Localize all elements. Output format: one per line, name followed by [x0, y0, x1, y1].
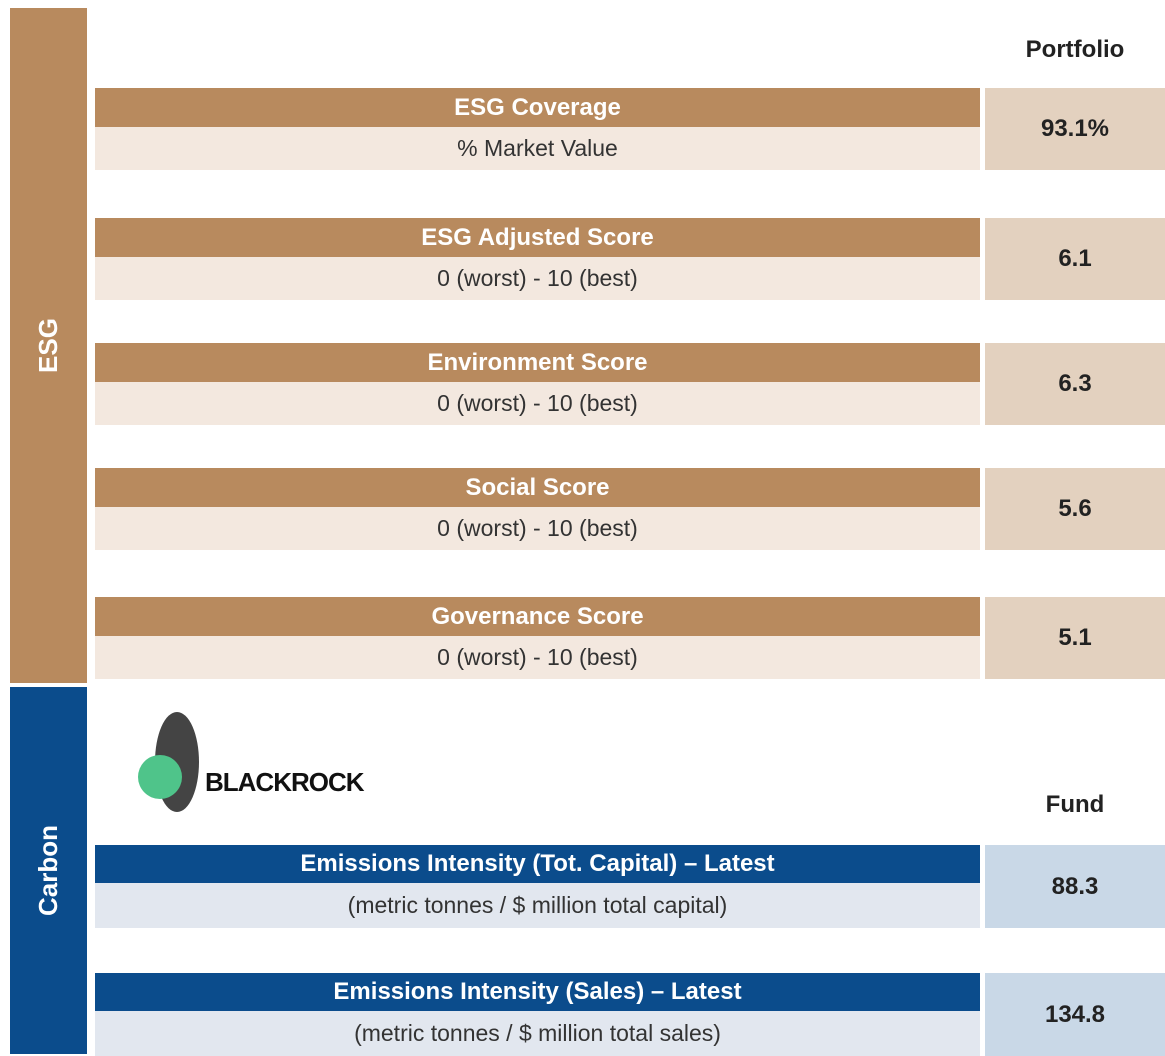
row-title: Emissions Intensity (Sales) – Latest — [95, 973, 980, 1011]
row-value: 5.1 — [985, 597, 1165, 679]
column-header: Fund — [990, 783, 1160, 827]
row-title-text: ESG Coverage — [454, 93, 621, 121]
logo-text: BLACKROCK — [205, 766, 365, 797]
logo: BLACKROCK — [135, 697, 365, 857]
row-value-text: 5.6 — [1058, 495, 1092, 522]
column-header: Portfolio — [990, 28, 1160, 72]
column-header-text: Fund — [1045, 791, 1105, 818]
section-label-text: Carbon — [33, 825, 63, 916]
row-subtitle: 0 (worst) - 10 (best) — [95, 636, 980, 679]
row-subtitle-text: 0 (worst) - 10 (best) — [437, 265, 638, 291]
row-value: 5.6 — [985, 468, 1165, 550]
row-title-text: Social Score — [465, 473, 610, 501]
row-subtitle: % Market Value — [95, 127, 980, 170]
row-value: 134.8 — [985, 973, 1165, 1056]
row-title: Governance Score — [95, 597, 980, 636]
globe — [138, 755, 182, 799]
row-title: Social Score — [95, 468, 980, 507]
row-subtitle-text: (metric tonnes / $ million total capital… — [347, 892, 728, 918]
row-title-text: ESG Adjusted Score — [421, 223, 654, 251]
row-subtitle: 0 (worst) - 10 (best) — [95, 507, 980, 550]
row-subtitle-text: % Market Value — [457, 135, 618, 161]
row-value-text: 6.1 — [1058, 245, 1092, 272]
row-subtitle: (metric tonnes / $ million total capital… — [95, 883, 980, 928]
row-title-text: Emissions Intensity (Tot. Capital) – Lat… — [300, 850, 775, 877]
row-subtitle: 0 (worst) - 10 (best) — [95, 382, 980, 425]
column-header-text: Portfolio — [1025, 36, 1125, 63]
row-value: 6.1 — [985, 218, 1165, 300]
row-value-text: 134.8 — [1044, 1000, 1106, 1028]
row-value: 6.3 — [985, 343, 1165, 425]
row-title-text: Governance Score — [431, 602, 644, 630]
row-value: 88.3 — [985, 845, 1165, 928]
section-label: ESG — [10, 8, 87, 683]
row-subtitle-text: (metric tonnes / $ million total sales) — [354, 1020, 721, 1046]
row-subtitle-text: 0 (worst) - 10 (best) — [437, 515, 638, 541]
section-label-text: ESG — [32, 318, 63, 373]
row-title: ESG Adjusted Score — [95, 218, 980, 257]
row-title: Environment Score — [95, 343, 980, 382]
row-subtitle: (metric tonnes / $ million total sales) — [95, 1011, 980, 1056]
row-title-text: Emissions Intensity (Sales) – Latest — [333, 978, 742, 1005]
row-value: 93.1% — [985, 88, 1165, 170]
row-title-text: Environment Score — [427, 348, 648, 376]
row-value-text: 5.1 — [1058, 624, 1092, 651]
row-subtitle: 0 (worst) - 10 (best) — [95, 257, 980, 300]
row-title: Emissions Intensity (Tot. Capital) – Lat… — [95, 845, 980, 883]
row-title: ESG Coverage — [95, 88, 980, 127]
row-value-text: 88.3 — [1051, 872, 1099, 900]
section-label: Carbon — [10, 687, 87, 1054]
row-value-text: 6.3 — [1058, 370, 1092, 397]
row-value-text: 93.1% — [1040, 115, 1110, 142]
footprint-icon — [138, 712, 199, 812]
row-subtitle-text: 0 (worst) - 10 (best) — [437, 644, 638, 670]
row-subtitle-text: 0 (worst) - 10 (best) — [437, 390, 638, 416]
